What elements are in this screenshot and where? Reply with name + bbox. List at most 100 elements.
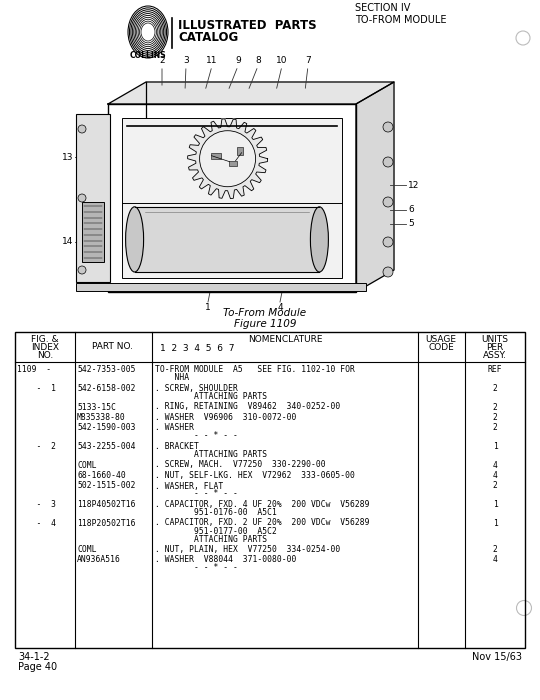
Text: M835338-80: M835338-80 (77, 413, 126, 422)
Text: . SCREW, MACH.  V77250  330-2290-00: . SCREW, MACH. V77250 330-2290-00 (155, 461, 326, 470)
Text: . RING, RETAINING  V89462  340-0252-00: . RING, RETAINING V89462 340-0252-00 (155, 402, 340, 412)
Text: . WASHER: . WASHER (155, 424, 194, 433)
Text: 1: 1 (205, 303, 211, 312)
Text: 5: 5 (408, 220, 414, 228)
Bar (76, 114, 110, 282)
Circle shape (200, 131, 255, 187)
Text: ATTACHING PARTS: ATTACHING PARTS (155, 450, 267, 459)
Text: - - * - -: - - * - - (155, 431, 238, 440)
Text: 3: 3 (183, 56, 189, 65)
Text: CODE: CODE (428, 343, 454, 352)
Text: 9: 9 (235, 56, 241, 65)
Text: 951-0176-00  A5C1: 951-0176-00 A5C1 (155, 508, 277, 517)
Text: . WASHER, FLAT: . WASHER, FLAT (155, 482, 223, 491)
Text: 5133-15C: 5133-15C (77, 402, 116, 412)
Text: 4: 4 (277, 303, 283, 312)
Circle shape (78, 194, 86, 202)
Text: ASSY.: ASSY. (483, 351, 507, 360)
Text: COLLINS: COLLINS (130, 51, 166, 60)
Text: 951-0177-00  A5C2: 951-0177-00 A5C2 (155, 526, 277, 536)
Ellipse shape (310, 206, 328, 272)
Text: 118P20502T16: 118P20502T16 (77, 519, 136, 528)
Text: 2: 2 (492, 424, 497, 433)
Text: 2: 2 (492, 413, 497, 422)
Text: FIG. &: FIG. & (31, 335, 59, 344)
Text: 2: 2 (159, 56, 165, 65)
Text: NO.: NO. (37, 351, 53, 360)
Text: - - * - -: - - * - - (155, 489, 238, 498)
Bar (108, 104, 356, 292)
Text: 8: 8 (255, 56, 261, 65)
Text: 6: 6 (408, 206, 414, 214)
Text: . WASHER  V88044  371-0080-00: . WASHER V88044 371-0080-00 (155, 556, 296, 564)
Text: 542-7353-005: 542-7353-005 (77, 365, 136, 375)
Text: 4: 4 (492, 556, 497, 564)
Text: ATTACHING PARTS: ATTACHING PARTS (155, 392, 267, 401)
Text: Figure 1109: Figure 1109 (234, 319, 296, 329)
Text: USAGE: USAGE (426, 335, 456, 344)
Bar (237, 147, 242, 155)
Bar (82, 202, 104, 262)
Text: 2: 2 (492, 482, 497, 491)
Circle shape (383, 237, 393, 247)
Text: . NUT, SELF-LKG. HEX  V72962  333-0605-00: . NUT, SELF-LKG. HEX V72962 333-0605-00 (155, 471, 355, 480)
Text: . SCREW, SHOULDER: . SCREW, SHOULDER (155, 384, 238, 393)
Ellipse shape (126, 206, 144, 272)
Text: AN936A516: AN936A516 (77, 556, 121, 564)
Bar (15, 332, 525, 648)
Text: NOMENCLATURE: NOMENCLATURE (248, 335, 322, 344)
Bar (211, 153, 221, 159)
Bar (134, 206, 319, 272)
Text: 2: 2 (492, 384, 497, 393)
Text: ILLUSTRATED  PARTS: ILLUSTRATED PARTS (178, 19, 316, 32)
Text: TO-FROM MODULE  A5   SEE FIG. 1102-10 FOR: TO-FROM MODULE A5 SEE FIG. 1102-10 FOR (155, 365, 355, 375)
Text: 2: 2 (492, 402, 497, 412)
Text: 1: 1 (492, 519, 497, 528)
Text: -  3: - 3 (17, 500, 56, 509)
Bar (50, 50, 480, 310)
Text: 68-1660-40: 68-1660-40 (77, 471, 126, 480)
Text: -  1: - 1 (17, 384, 56, 393)
Bar (228, 161, 237, 166)
Text: 1109  -: 1109 - (17, 365, 51, 375)
Text: -  4: - 4 (17, 519, 56, 528)
Text: . CAPACITOR, FXD. 2 UF 20%  200 VDCw  V56289: . CAPACITOR, FXD. 2 UF 20% 200 VDCw V562… (155, 519, 369, 528)
Text: COML: COML (77, 461, 97, 470)
Text: To-From Module: To-From Module (224, 308, 307, 318)
Text: . NUT, PLAIN, HEX  V77250  334-0254-00: . NUT, PLAIN, HEX V77250 334-0254-00 (155, 545, 340, 554)
Text: 11: 11 (206, 56, 218, 65)
Text: 4: 4 (492, 461, 497, 470)
Text: INDEX: INDEX (31, 343, 59, 352)
Text: 4: 4 (492, 471, 497, 480)
Text: 502-1515-002: 502-1515-002 (77, 482, 136, 491)
Text: Page 40: Page 40 (18, 662, 57, 672)
Text: 7: 7 (305, 56, 311, 65)
Bar (122, 118, 342, 278)
Text: 12: 12 (408, 181, 420, 190)
Text: 543-2255-004: 543-2255-004 (77, 442, 136, 451)
Text: 542-1590-003: 542-1590-003 (77, 424, 136, 433)
Circle shape (383, 197, 393, 207)
Text: 542-6158-002: 542-6158-002 (77, 384, 136, 393)
Text: COML: COML (77, 545, 97, 554)
Text: 10: 10 (276, 56, 288, 65)
Bar (76, 283, 366, 291)
Text: 34-1-2: 34-1-2 (18, 652, 50, 662)
Text: 118P40502T16: 118P40502T16 (77, 500, 136, 509)
Text: 14: 14 (62, 237, 73, 246)
Text: 1  2  3  4  5  6  7: 1 2 3 4 5 6 7 (160, 344, 234, 353)
Text: 2: 2 (492, 545, 497, 554)
Text: . WASHER  V96906  310-0072-00: . WASHER V96906 310-0072-00 (155, 413, 296, 422)
Text: - - * - -: - - * - - (155, 564, 238, 573)
Text: . BRACKET: . BRACKET (155, 442, 199, 451)
Circle shape (78, 125, 86, 133)
Text: SECTION IV: SECTION IV (355, 3, 410, 13)
Text: ATTACHING PARTS: ATTACHING PARTS (155, 535, 267, 543)
Circle shape (383, 267, 393, 277)
Text: PART NO.: PART NO. (92, 342, 133, 351)
Circle shape (383, 122, 393, 132)
Text: UNITS: UNITS (482, 335, 509, 344)
Text: TO-FROM MODULE: TO-FROM MODULE (355, 15, 447, 25)
Text: -  2: - 2 (17, 442, 56, 451)
Text: Nov 15/63: Nov 15/63 (472, 652, 522, 662)
